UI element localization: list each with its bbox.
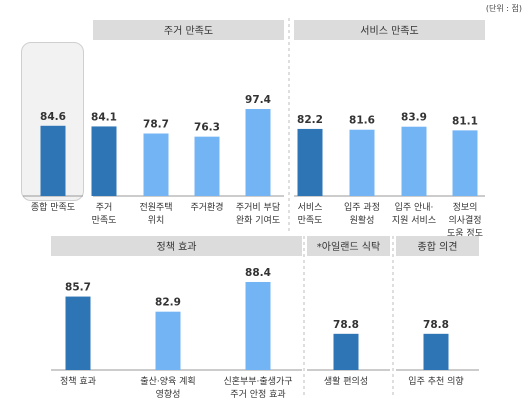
bar — [452, 130, 478, 196]
category-label: 원활성 — [350, 214, 375, 226]
category-label: 정책 효과 — [60, 375, 96, 387]
bar — [423, 333, 449, 370]
category-label: 입주 안내· — [395, 201, 434, 213]
data-label: 81.6 — [349, 115, 375, 127]
data-label: 97.4 — [245, 94, 271, 106]
group-header-label: 서비스 만족도 — [360, 25, 418, 37]
bar — [349, 129, 375, 196]
category-label: 출산·양육 계획 — [140, 375, 195, 387]
bar — [40, 125, 66, 196]
data-label: 78.8 — [333, 319, 359, 331]
category-label: 주거 안정 효과 — [230, 389, 285, 400]
bar — [91, 126, 117, 196]
category-label: 만족도 — [298, 215, 323, 226]
bar — [155, 311, 181, 370]
bar — [143, 133, 169, 196]
data-label: 78.8 — [423, 319, 449, 331]
category-label: 의사결정 — [448, 215, 481, 226]
category-label: 신혼부부·출생가구 — [223, 375, 292, 387]
data-label: 85.7 — [65, 282, 91, 294]
category-label: 주거비 부담 — [236, 201, 280, 213]
group-header-label: 정책 효과 — [157, 241, 197, 253]
group-header-box — [307, 236, 390, 256]
category-label: 영향성 — [156, 388, 181, 400]
bar — [245, 281, 271, 370]
bar — [194, 136, 220, 196]
bar — [297, 128, 323, 196]
data-label: 82.9 — [155, 297, 181, 309]
group-header-label: *아일랜드 식탁 — [317, 241, 380, 253]
data-label: 78.7 — [143, 119, 169, 131]
unit-label: (단위 : 점) — [485, 4, 522, 13]
category-label: 완화 기여도 — [236, 214, 280, 226]
category-label: 지원 서비스 — [392, 215, 436, 226]
bar — [245, 109, 271, 196]
group-header-box — [93, 20, 284, 40]
category-label: 전원주택 — [139, 202, 172, 213]
bar — [65, 296, 91, 370]
category-label: 위치 — [148, 214, 165, 226]
group-header-label: 종합 의견 — [418, 241, 458, 253]
bar — [401, 126, 427, 196]
category-label: 입주 과정 — [344, 201, 380, 213]
data-label: 81.1 — [452, 115, 478, 127]
bar — [333, 333, 359, 370]
category-label: 만족도 — [92, 215, 117, 226]
category-label: 주거환경 — [190, 201, 223, 213]
data-label: 83.9 — [401, 112, 427, 124]
category-label: 종합 만족도 — [31, 202, 75, 213]
group-header-box — [396, 236, 479, 256]
group-header-box — [51, 236, 302, 256]
data-label: 84.1 — [91, 111, 117, 123]
category-label: 입주 추천 의향 — [408, 375, 463, 387]
data-label: 76.3 — [194, 122, 220, 134]
category-label: 주거 — [96, 202, 113, 213]
category-label: 정보의 — [453, 202, 478, 213]
data-label: 84.6 — [40, 111, 66, 123]
data-label: 88.4 — [245, 267, 271, 279]
group-header-box — [294, 20, 485, 40]
data-label: 82.2 — [297, 114, 323, 126]
category-label: 서비스 — [298, 202, 323, 213]
group-header-label: 주거 만족도 — [164, 25, 213, 37]
category-label: 도움 정도 — [447, 228, 483, 239]
category-label: 생활 편의성 — [324, 375, 368, 387]
